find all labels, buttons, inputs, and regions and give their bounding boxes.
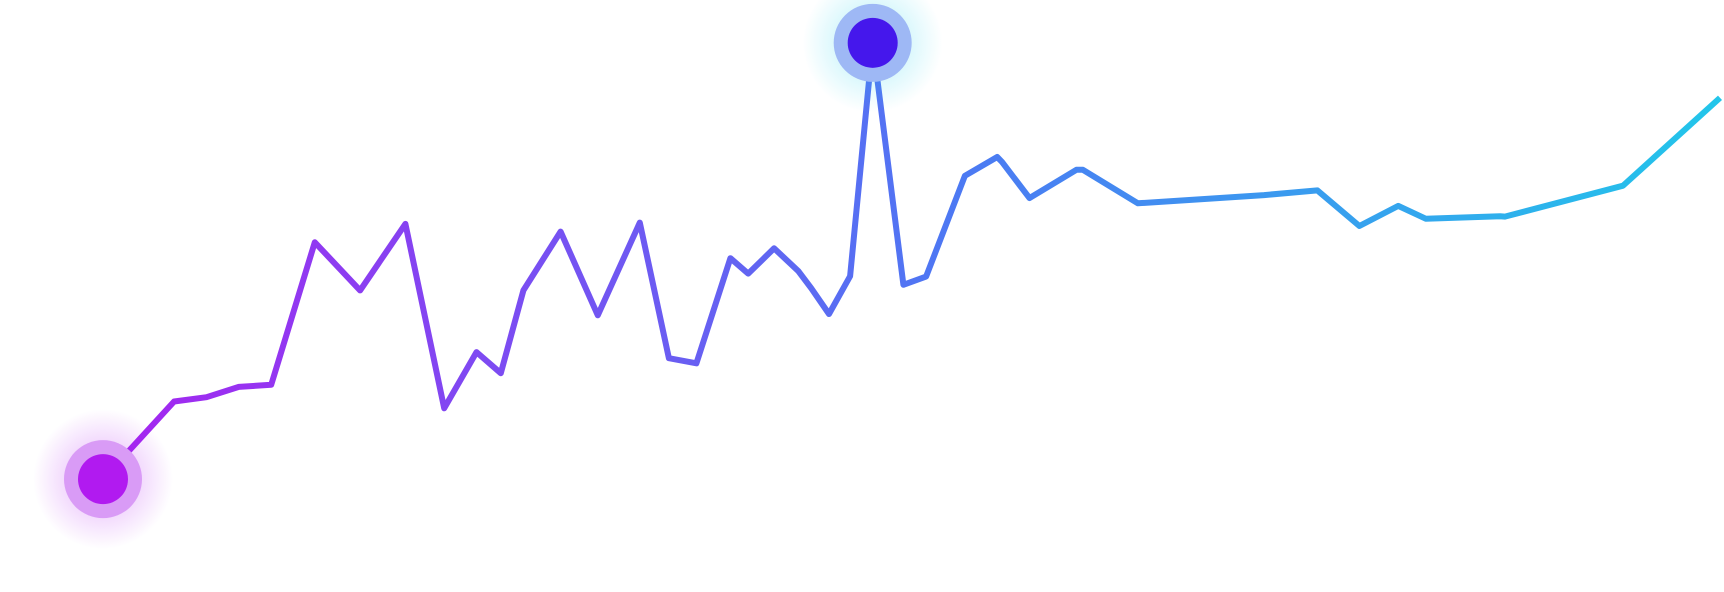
series-line [100, 39, 1723, 482]
peak-point [847, 17, 898, 68]
start-point-marker [33, 409, 173, 550]
start-point [78, 454, 128, 505]
peak-point-marker [802, 0, 943, 113]
